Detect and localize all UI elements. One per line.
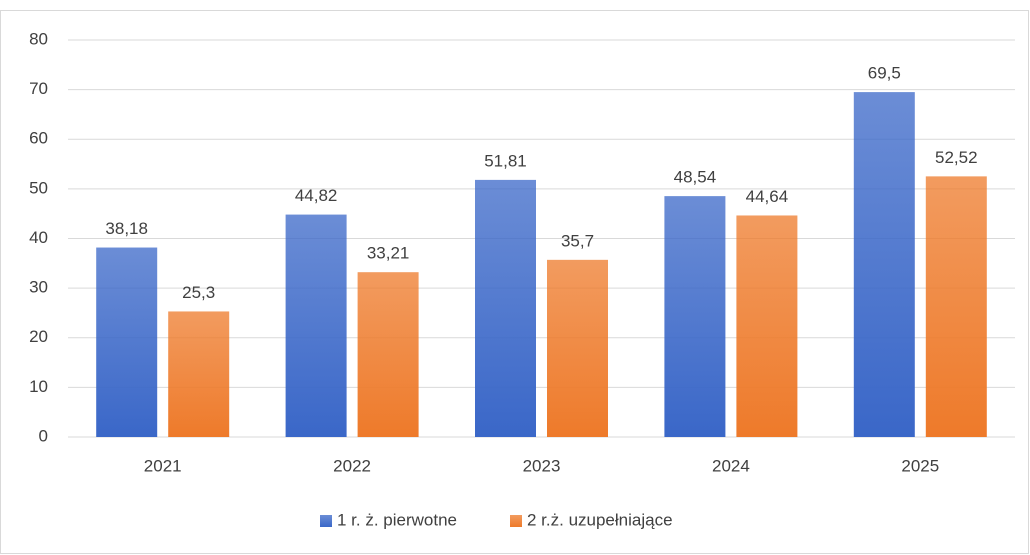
bar xyxy=(285,214,347,437)
value-label: 33,21 xyxy=(367,244,410,263)
value-label: 35,7 xyxy=(561,231,594,250)
value-label: 51,81 xyxy=(484,151,527,170)
bar xyxy=(925,176,987,437)
legend-swatch xyxy=(510,515,522,527)
x-tick-label: 2024 xyxy=(712,456,750,475)
bar xyxy=(357,272,419,437)
bar xyxy=(168,311,230,437)
x-tick-label: 2025 xyxy=(901,456,939,475)
legend-label: 1 r. ż. pierwotne xyxy=(337,510,457,529)
bar xyxy=(736,215,798,437)
y-tick-label: 50 xyxy=(29,178,48,197)
y-tick-label: 60 xyxy=(29,129,48,148)
value-label: 69,5 xyxy=(868,64,901,83)
y-tick-label: 30 xyxy=(29,278,48,297)
bar xyxy=(547,259,608,437)
legend-swatch xyxy=(320,515,332,527)
x-tick-label: 2023 xyxy=(523,456,561,475)
y-tick-label: 40 xyxy=(29,228,48,247)
value-label: 44,64 xyxy=(746,187,789,206)
value-label: 38,18 xyxy=(105,219,148,238)
bar xyxy=(664,196,726,437)
legend-label: 2 r.ż. uzupełniające xyxy=(527,510,673,529)
bar xyxy=(475,179,536,437)
value-label: 52,52 xyxy=(935,148,978,167)
y-tick-label: 10 xyxy=(29,377,48,396)
bar xyxy=(96,247,158,437)
y-tick-label: 80 xyxy=(29,29,48,48)
y-tick-label: 70 xyxy=(29,79,48,98)
value-label: 25,3 xyxy=(182,283,215,302)
value-label: 48,54 xyxy=(674,168,717,187)
x-tick-label: 2021 xyxy=(144,456,182,475)
y-tick-label: 0 xyxy=(39,426,48,445)
y-tick-label: 20 xyxy=(29,327,48,346)
x-tick-label: 2022 xyxy=(333,456,371,475)
bar xyxy=(853,92,915,437)
value-label: 44,82 xyxy=(295,186,338,205)
